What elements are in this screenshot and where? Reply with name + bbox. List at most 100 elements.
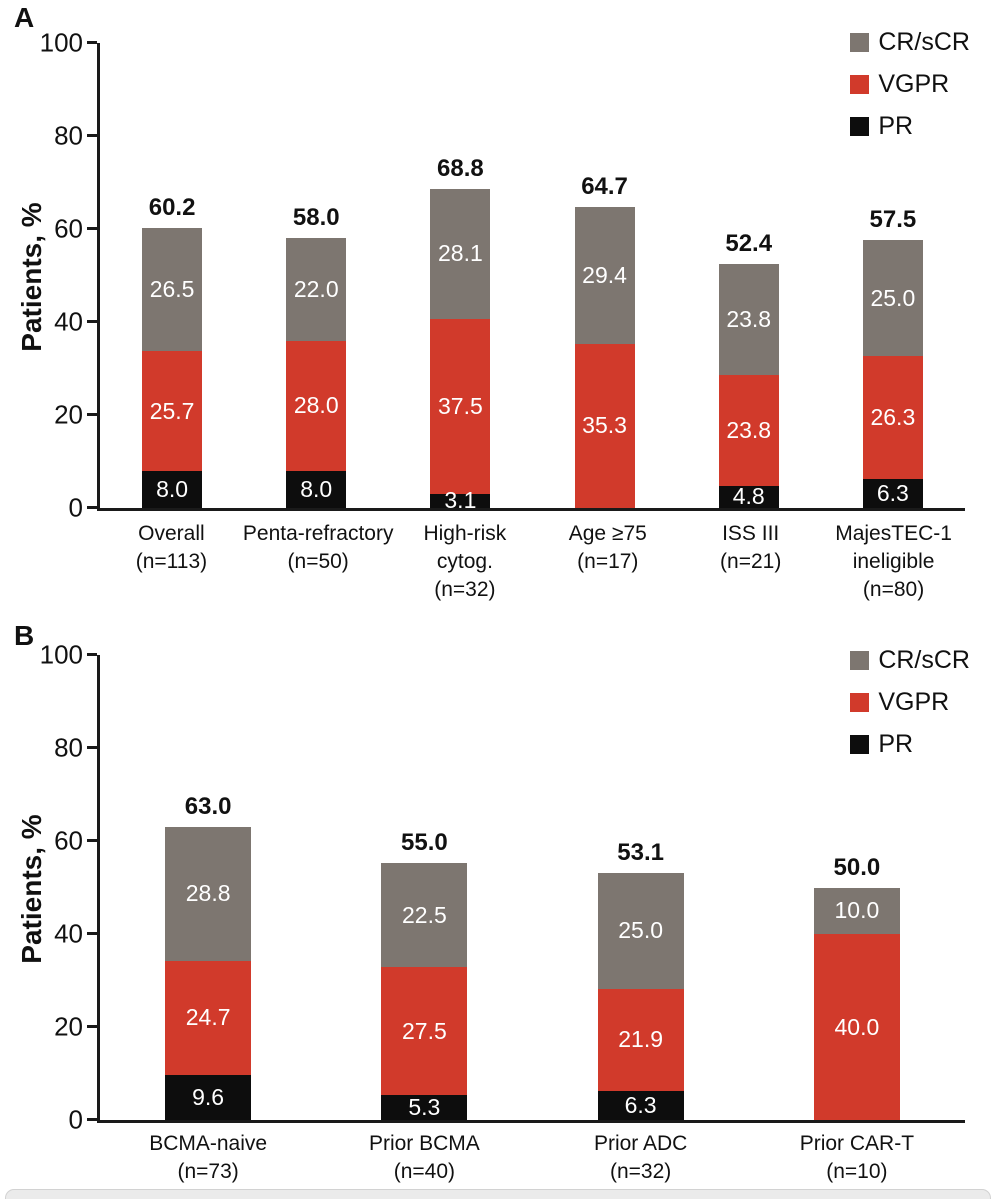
category-label-line: ineligible: [852, 550, 935, 573]
bar-total-label: 64.7: [581, 173, 628, 201]
legend-label: PR: [878, 112, 914, 140]
category-label-line: (n=17): [577, 550, 639, 573]
bar-segment-pr: 5.3: [381, 1095, 468, 1120]
stacked-bar: 60.2 26.5 25.7 8.0: [142, 194, 203, 508]
category-label-line: (n=50): [287, 550, 349, 573]
segment-value-label: 21.9: [618, 1026, 663, 1053]
segment-value-label: 35.3: [582, 412, 627, 439]
bottom-ui-strip: [5, 1189, 991, 1199]
segment-value-label: 27.5: [401, 1017, 447, 1044]
category-label-line: (n=73): [177, 1160, 239, 1183]
plot-area: 0 20 40 60 80 100 60.2 26.5 25.7 8.0 58.0 22.0 28.0…: [40, 28, 965, 523]
bar-total-label: 58.0: [292, 204, 340, 232]
segment-value-label: 4.8: [732, 483, 765, 510]
bar-segment-vgpr: 21.9: [597, 988, 684, 1091]
y-tick-label: 40: [54, 918, 83, 949]
segment-value-label: 26.3: [870, 404, 916, 431]
segment-value-label: 22.0: [293, 275, 339, 302]
category-label-line: (n=32): [434, 578, 496, 601]
stacked-bar: 68.8 28.1 37.5 3.1: [430, 154, 491, 512]
category-label-line: MajesTEC-1: [835, 522, 952, 545]
stacked-bar: 53.1 25.0 21.9 6.3: [597, 839, 684, 1120]
bar-total-label: 57.5: [869, 206, 917, 234]
bars: 60.2 26.5 25.7 8.0 58.0 22.0 28.0 8.0 68.8 28.1 37…: [100, 43, 965, 512]
category-label-line: (n=40): [393, 1160, 456, 1183]
y-tick-label: 60: [54, 213, 83, 244]
legend-label: PR: [878, 730, 914, 758]
bar-segment-crscr: 26.5: [142, 228, 203, 352]
y-tick-mark: [87, 41, 97, 44]
y-tick-label: 100: [39, 27, 83, 58]
bar-total-label: 63.0: [184, 792, 232, 820]
bar-segment-vgpr: 40.0: [813, 934, 900, 1120]
y-tick-label: 20: [54, 1011, 83, 1042]
bars: 63.0 28.8 24.7 9.6 55.0 22.5 27.5 5.3 53.1 25.0 21…: [100, 655, 965, 1120]
bar-segment-pr: 4.8: [718, 483, 779, 510]
y-tick-label: 0: [68, 1104, 83, 1135]
category-label: MajesTEC-1 ineligible (n=80): [822, 520, 965, 604]
bar-segment-pr: 8.0: [142, 470, 203, 508]
legend-item: CR/sCR: [850, 646, 970, 675]
y-tick-mark: [87, 1118, 97, 1121]
legend-swatch: [850, 735, 870, 754]
legend-swatch: [850, 693, 870, 712]
category-label-line: (n=113): [135, 550, 208, 573]
category-label-line: cytog.: [436, 550, 493, 573]
bar-slot: 53.1 25.0 21.9 6.3: [597, 839, 684, 1120]
stacked-bar: 64.7 29.4 35.3: [574, 173, 635, 508]
bar-segment-crscr: 28.8: [165, 826, 252, 961]
category-label-line: ISS III: [722, 522, 780, 545]
y-tick-mark: [87, 227, 97, 230]
stacked-bar: 55.0 22.5 27.5 5.3: [381, 829, 468, 1120]
y-tick-mark: [87, 746, 97, 749]
bar-slot: 58.0 22.0 28.0 8.0: [286, 204, 347, 508]
y-tick-label: 80: [54, 732, 83, 763]
segment-value-label: 10.0: [834, 897, 880, 924]
legend: CR/sCR VGPR PR: [850, 28, 970, 141]
bar-total-label: 50.0: [833, 853, 881, 881]
legend-swatch: [850, 75, 870, 94]
panel-a: A Patients, % 0 20 40 60 80 100 60.2 26.5 25.7 8…: [14, 2, 970, 604]
bar-segment-vgpr: 27.5: [381, 967, 468, 1096]
legend-item: PR: [850, 730, 970, 759]
category-label-line: (n=21): [720, 550, 782, 573]
bar-segment-vgpr: 26.3: [862, 356, 923, 479]
category-label: Overall (n=113): [100, 520, 243, 604]
legend-swatch: [850, 651, 870, 670]
y-axis-title: Patients, %: [16, 814, 47, 964]
bar-segment-vgpr: 35.3: [574, 343, 635, 508]
bar-segment-crscr: 10.0: [813, 887, 900, 934]
bar-segment-pr: 6.3: [862, 478, 923, 508]
stacked-bar: 58.0 22.0 28.0 8.0: [286, 204, 347, 508]
legend-label: CR/sCR: [878, 646, 970, 674]
panel-b-letter: B: [14, 620, 35, 651]
category-label: Prior CAR-T (n=10): [749, 1130, 965, 1186]
bar-segment-pr: 8.0: [286, 470, 347, 508]
bar-total-label: 68.8: [437, 154, 484, 182]
segment-value-label: 3.1: [444, 487, 477, 514]
category-label-line: (n=80): [862, 578, 925, 601]
category-label-line: BCMA-naive: [149, 1132, 268, 1155]
bar-total-label: 60.2: [148, 194, 196, 222]
bar-slot: 60.2 26.5 25.7 8.0: [142, 194, 203, 508]
stacked-bar: 63.0 28.8 24.7 9.6: [165, 792, 252, 1120]
y-tick-mark: [87, 320, 97, 323]
category-label: BCMA-naive (n=73): [100, 1130, 316, 1186]
bar-slot: 57.5 25.0 26.3 6.3: [862, 206, 923, 508]
bar-segment-crscr: 22.5: [381, 862, 468, 968]
y-tick-mark: [87, 134, 97, 137]
panel-b: B Patients, % 0 20 40 60 80 100 63.0 28.8 24.7 9…: [0, 618, 996, 1193]
bar-slot: 55.0 22.5 27.5 5.3: [381, 829, 468, 1120]
segment-value-label: 26.5: [149, 276, 195, 303]
bar-segment-vgpr: 24.7: [165, 960, 252, 1076]
bar-slot: 68.8 28.1 37.5 3.1: [430, 154, 491, 512]
legend-label: VGPR: [878, 70, 950, 98]
y-axis-title: Patients, %: [16, 202, 47, 352]
segment-value-label: 37.5: [438, 392, 483, 419]
y-tick-mark: [87, 839, 97, 842]
category-label-line: Age ≥75: [568, 522, 647, 545]
bar-slot: 52.4 23.8 23.8 4.8: [718, 230, 779, 510]
y-tick-mark: [87, 413, 97, 416]
bar-slot: 50.0 10.0 40.0: [813, 853, 900, 1120]
